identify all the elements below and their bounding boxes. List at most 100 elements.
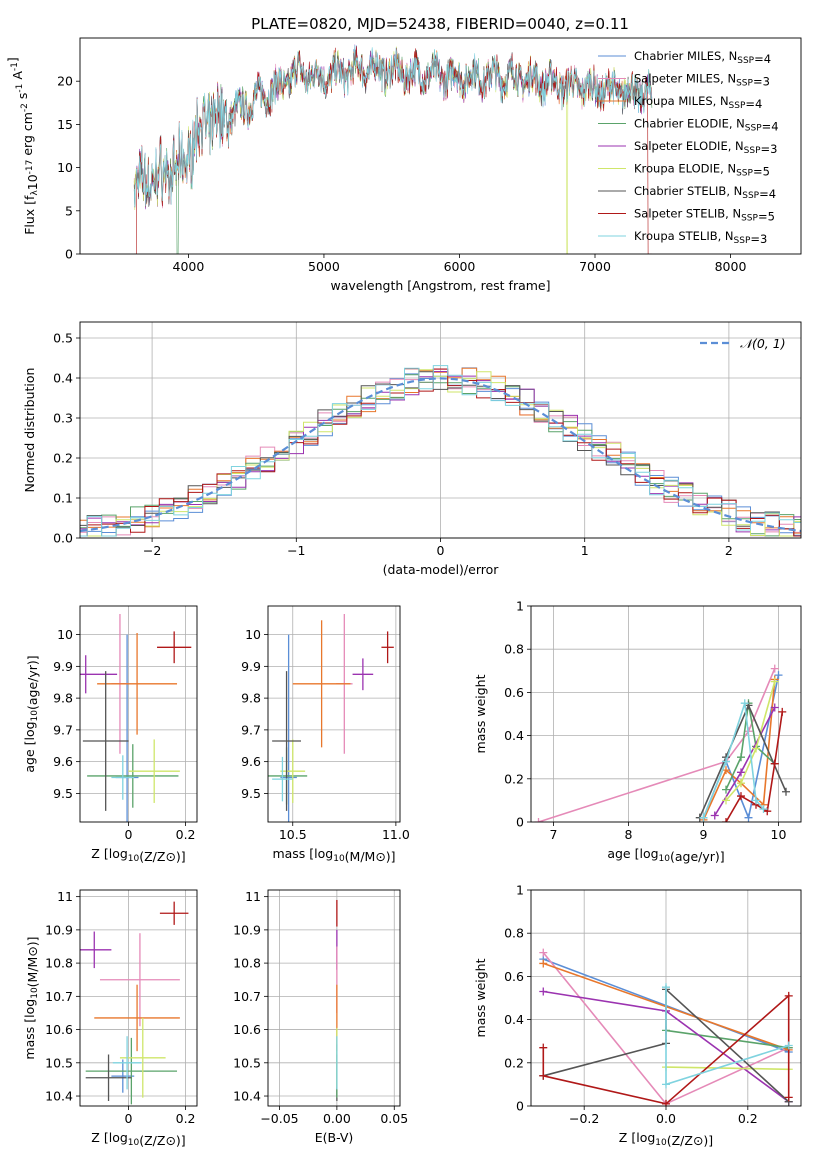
y-tick-label: 0.4 [504, 728, 524, 743]
y-tick-label: 9.9 [241, 659, 261, 674]
weight-marker [784, 1041, 793, 1050]
weight-line [665, 1029, 789, 1049]
label-part: age [ [607, 846, 639, 861]
y-tick-label: 9.8 [53, 691, 73, 706]
weight-marker [662, 983, 670, 992]
x-axis-label: Z [log10(Z/Z⊙)] [91, 846, 185, 864]
label-part: 10 [30, 987, 40, 999]
y-tick-label: 5 [65, 203, 73, 218]
label-part: log [22, 999, 37, 1018]
y-tick-label: 10.5 [233, 1055, 261, 1070]
weight-marker [539, 1071, 548, 1080]
y-axis-label: Flux [fλ10-17 erg cm-2 s-1 A-1] [5, 57, 40, 235]
x-tick-label: 0.2 [738, 1111, 758, 1126]
weight-marker [662, 1099, 670, 1106]
x-tick-label: 11.0 [382, 827, 410, 842]
label-part: E(B-V) [315, 1130, 354, 1145]
weight-marker [784, 991, 793, 1000]
label-part: mass weight [473, 674, 488, 753]
legend-label: Kroupa ELODIE, NSSP=5 [634, 162, 770, 179]
label-part: Chabrier MILES, N [634, 49, 737, 63]
label-part: ] [5, 57, 20, 62]
axes-frame [530, 605, 802, 823]
label-part: log [22, 721, 37, 740]
weight-marker [722, 796, 730, 805]
x-tick-label: −2 [143, 543, 161, 558]
y-tick-label: 10.4 [233, 1089, 261, 1104]
axes-frame [79, 889, 198, 1107]
x-tick-label: 6000 [444, 259, 476, 274]
label-part: s [15, 93, 30, 104]
label-part: Normed distribution [22, 368, 37, 493]
label-part: -2 [20, 103, 30, 112]
z-weight-axes: −0.2 0.0 0.2 0 0.2 0.4 0.6 0.8 1 Z [log10(Z/Z⊙)] m… [473, 883, 802, 1148]
weight-marker [770, 759, 779, 768]
y-tick-label: 15 [57, 117, 73, 132]
y-tick-label: 0 [516, 815, 524, 830]
y-tick-label: 9.5 [53, 786, 73, 801]
y-tick-label: 9.9 [53, 659, 73, 674]
weight-marker [774, 671, 783, 680]
histogram-step [80, 371, 801, 537]
y-tick-label: 0.8 [504, 642, 524, 657]
weight-marker [737, 768, 745, 777]
label-part: (M/M⊙)] [345, 849, 396, 864]
label-part: -1 [15, 84, 25, 93]
x-tick-label: 7000 [579, 259, 611, 274]
label-part: Kroupa MILES, N [634, 94, 729, 108]
ebv-mass-axes: −0.05 0.00 0.05 10.4 10.5 10.6 10.7 10.8 10.9 11 E… [233, 889, 408, 1145]
x-axis-label: age [log10(age/yr)] [607, 846, 724, 864]
legend-label: Chabrier ELODIE, NSSP=4 [634, 117, 779, 134]
weight-marker [737, 792, 745, 801]
label-part: SSP [737, 56, 754, 66]
residuals-legend: 𝒩(0, 1) [700, 336, 786, 351]
weight-marker [699, 813, 708, 822]
x-tick-label: 0.2 [176, 1111, 196, 1126]
weight-marker [752, 796, 760, 805]
y-tick-label: 9.5 [241, 786, 261, 801]
weight-marker [737, 779, 745, 788]
label-part: -1 [10, 62, 20, 71]
x-axis-label: (data-model)/error [383, 562, 500, 577]
y-axis-label: mass weight [473, 958, 488, 1037]
legend-label: 𝒩(0, 1) [740, 336, 786, 351]
label-part: Z [ [91, 846, 108, 861]
weight-marker [722, 818, 730, 822]
z-age-plot [80, 613, 192, 822]
y-tick-label: 9.7 [53, 722, 73, 737]
y-tick-label: 10.9 [233, 922, 261, 937]
axes-frame [267, 605, 401, 823]
spectrum-axes: 4000 5000 6000 7000 8000 0 5 10 15 20 wavelength [… [5, 37, 802, 293]
label-part: 10 [333, 854, 345, 864]
x-tick-label: −1 [287, 543, 305, 558]
x-tick-label: 2 [725, 543, 733, 558]
x-axis-label: Z [log10(Z/Z⊙)] [91, 1130, 185, 1148]
label-part: SSP [741, 214, 758, 224]
weight-marker [784, 1093, 793, 1102]
legend-label: Chabrier MILES, NSSP=4 [634, 49, 771, 66]
weight-marker [534, 818, 543, 822]
x-tick-label: 5000 [308, 259, 340, 274]
axes-frame [79, 605, 198, 823]
y-tick-label: 20 [57, 74, 73, 89]
residuals-axes: −2 −1 0 1 2 0.0 0.1 0.2 0.3 0.4 0.5 (data-model)/er… [22, 321, 802, 577]
label-part: 10 [128, 1138, 140, 1148]
label-part: wavelength [Angstrom, rest frame] [330, 278, 550, 293]
y-tick-label: 0.3 [53, 411, 73, 426]
legend-label: Kroupa STELIB, NSSP=3 [634, 229, 767, 246]
x-tick-label: 10.5 [279, 827, 307, 842]
histogram-step [80, 371, 801, 537]
label-part: erg cm [20, 112, 35, 160]
weight-marker [539, 987, 548, 996]
histogram-step [80, 368, 801, 537]
weight-marker [710, 811, 719, 820]
label-part: =4 [754, 52, 771, 66]
x-tick-label: 10 [771, 827, 787, 842]
x-tick-label: 4000 [173, 259, 205, 274]
weight-marker [770, 664, 779, 673]
weight-line [725, 681, 776, 801]
y-tick-label: 9.7 [241, 722, 261, 737]
